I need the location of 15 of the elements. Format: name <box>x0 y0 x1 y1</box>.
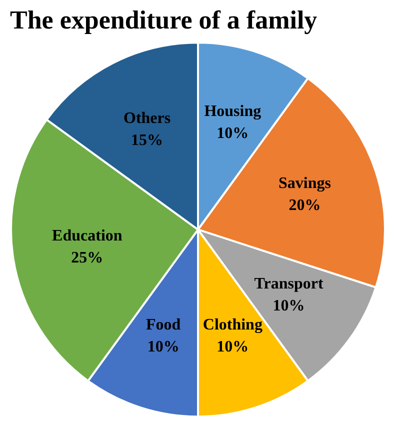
data-label: 15% <box>131 132 164 149</box>
chart-title: The expenditure of a family <box>10 5 318 34</box>
data-label: 10% <box>216 338 249 356</box>
slice-label: Others <box>124 110 171 127</box>
data-label: 25% <box>71 249 104 266</box>
data-label: 10% <box>272 298 305 315</box>
slice-label: Housing <box>204 103 262 120</box>
data-label: 20% <box>288 197 321 214</box>
slice-label: Clothing <box>202 316 262 334</box>
slice-label: Savings <box>278 175 331 192</box>
slice-label: Transport <box>254 276 324 293</box>
slice-label: Food <box>146 316 181 334</box>
data-label: 10% <box>147 338 180 356</box>
slice-label: Education <box>52 227 122 244</box>
data-label: 10% <box>216 125 249 142</box>
